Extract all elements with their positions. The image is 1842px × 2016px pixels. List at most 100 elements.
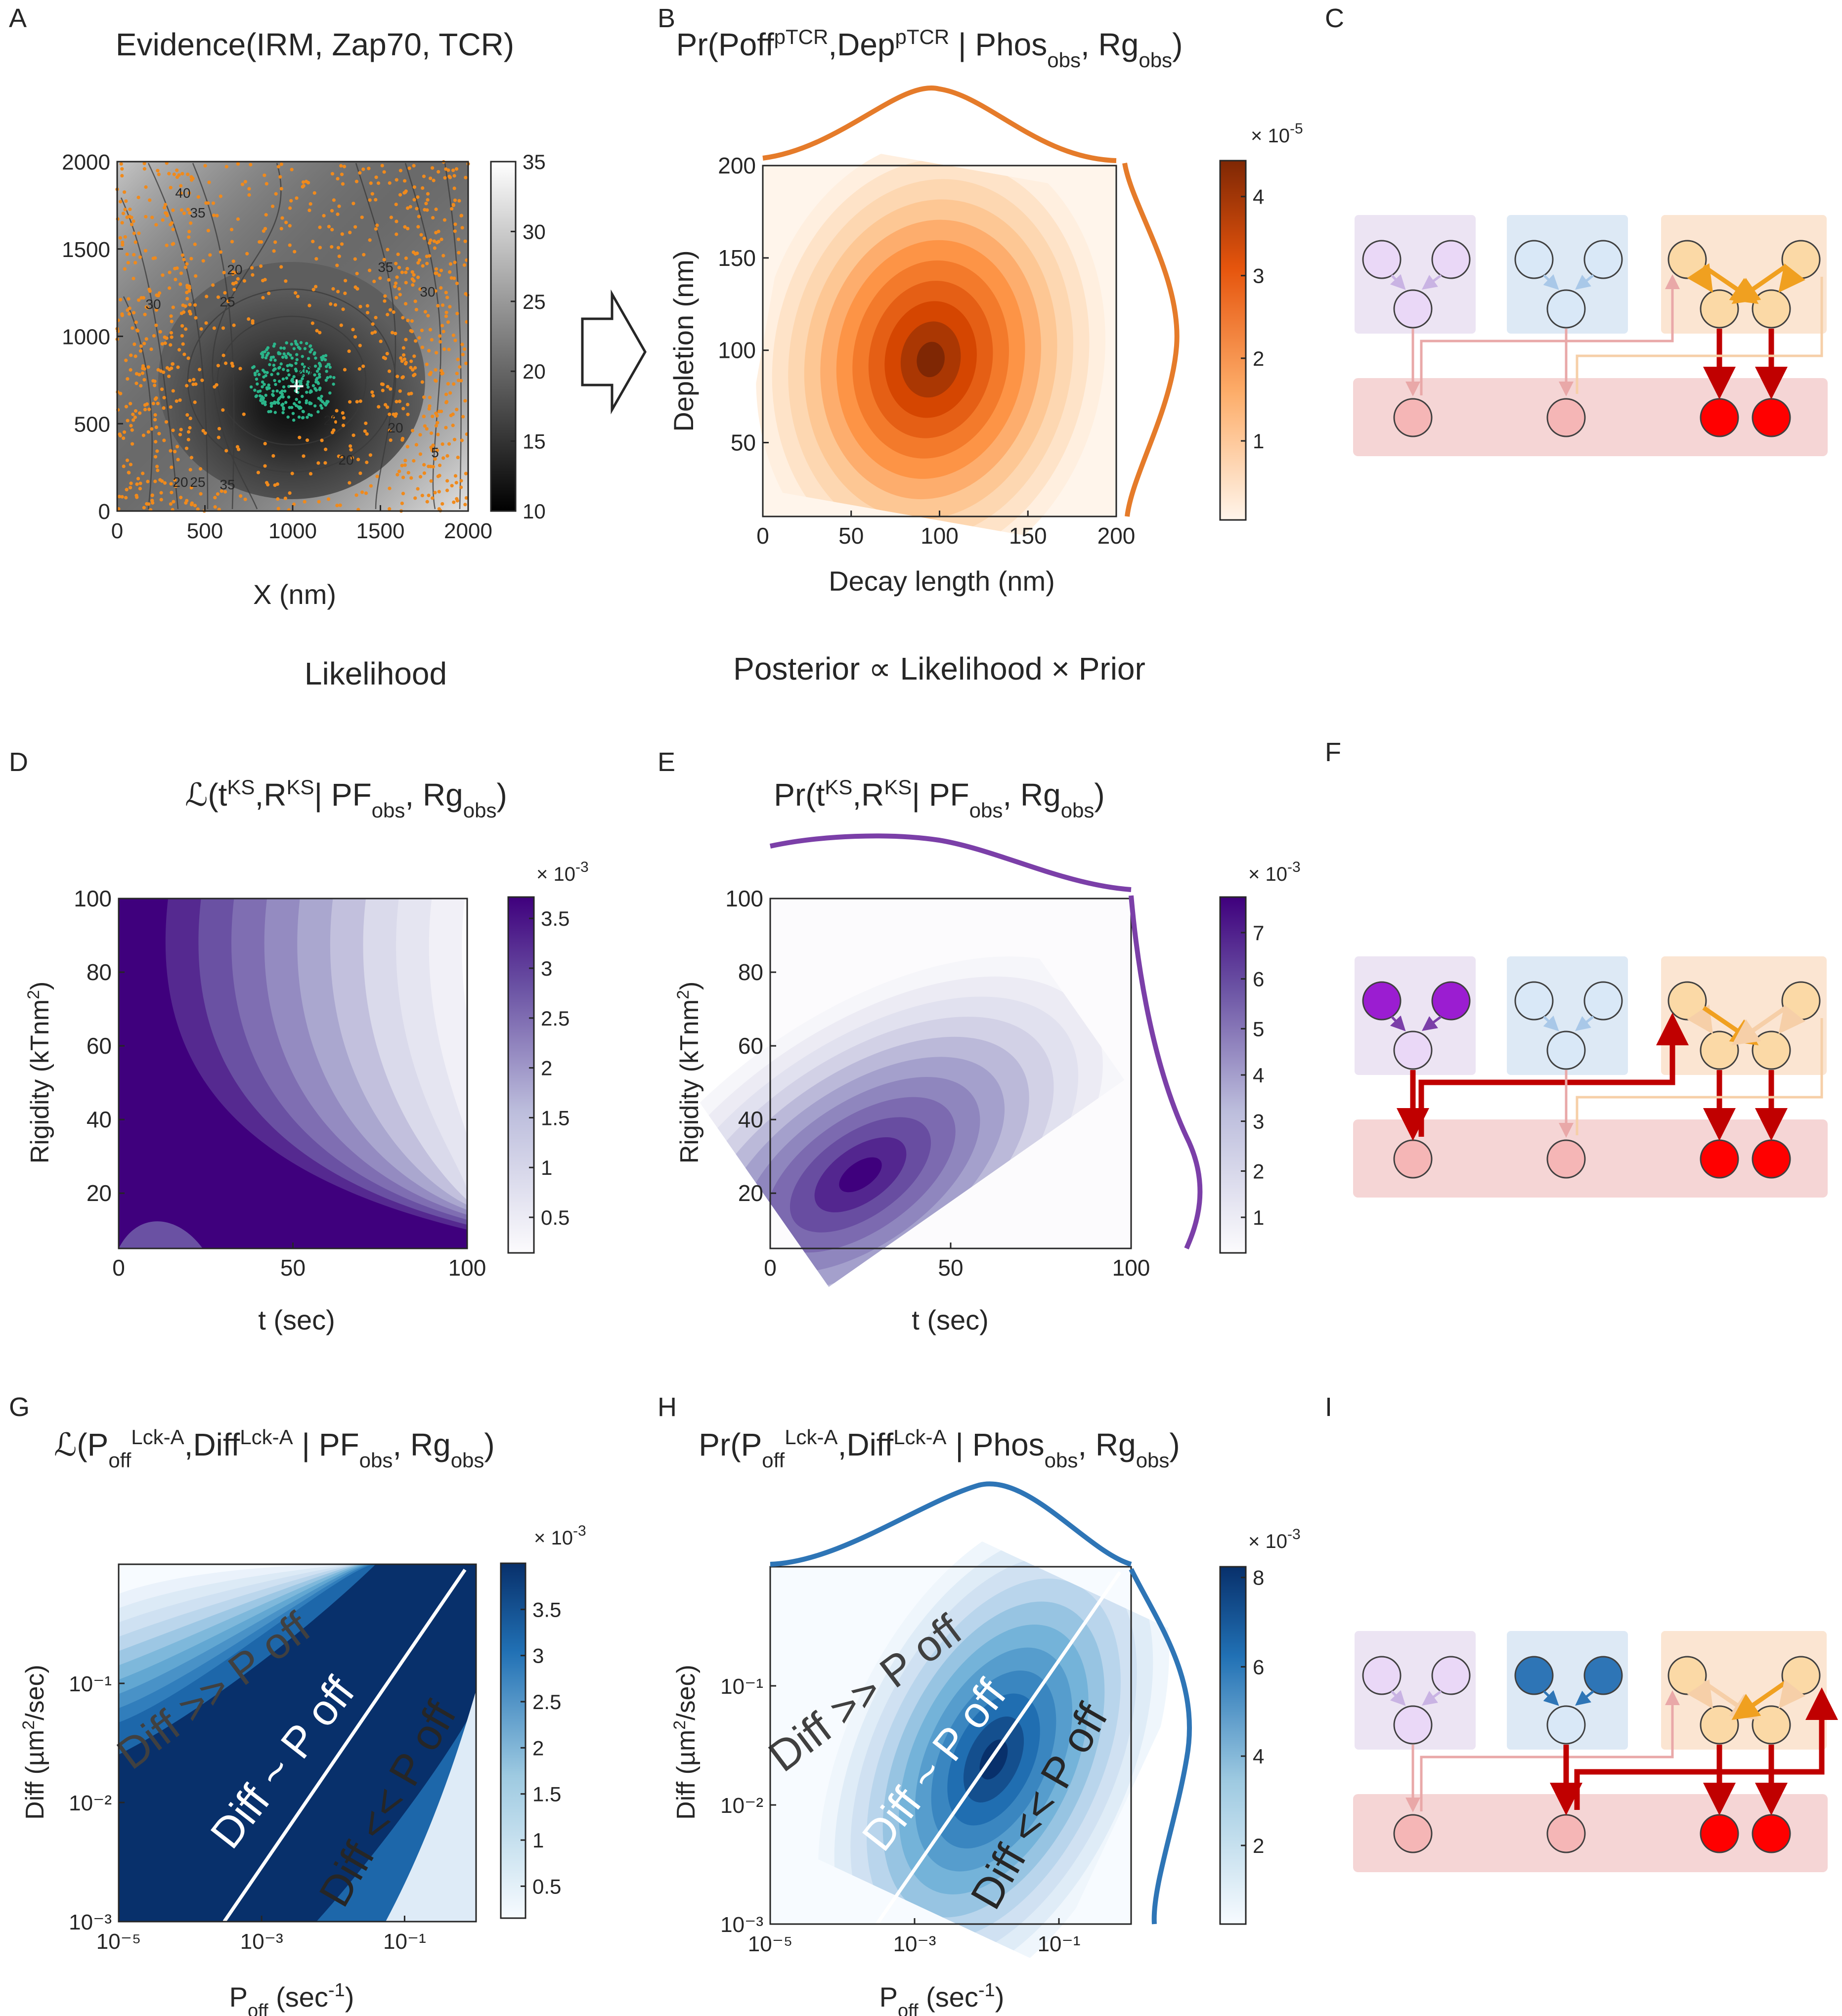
colorbar-tick-label: 2 bbox=[1253, 1159, 1264, 1183]
tcr-point bbox=[463, 503, 467, 507]
colorbar-tick-label: 2 bbox=[1253, 1834, 1264, 1857]
tcr-point bbox=[406, 318, 410, 322]
tcr-point bbox=[137, 231, 141, 235]
tcr-point bbox=[143, 408, 147, 412]
zap70-point bbox=[296, 390, 300, 394]
edge bbox=[1421, 274, 1442, 290]
diagonal-line bbox=[222, 1569, 467, 1922]
tcr-point bbox=[194, 316, 198, 320]
tcr-point bbox=[128, 207, 132, 212]
tcr-point bbox=[247, 187, 251, 191]
tcr-point bbox=[170, 221, 174, 225]
zap70-point bbox=[273, 358, 277, 362]
tcr-point bbox=[298, 435, 302, 439]
contour-band bbox=[917, 342, 945, 378]
tcr-point bbox=[125, 488, 129, 492]
panel-b-x-marginal bbox=[762, 86, 1117, 163]
tcr-point bbox=[327, 224, 331, 229]
zap70-point bbox=[321, 400, 324, 404]
tcr-point bbox=[311, 240, 315, 244]
tcr-point bbox=[437, 409, 441, 414]
tcr-point bbox=[188, 468, 192, 472]
tcr-point bbox=[279, 187, 283, 191]
zap70-point bbox=[324, 365, 328, 368]
tcr-point bbox=[427, 407, 431, 411]
tcr-point bbox=[430, 166, 435, 170]
zap70-point bbox=[273, 401, 277, 405]
tcr-point bbox=[151, 257, 155, 260]
colorbar-tick-label: 35 bbox=[523, 150, 546, 173]
tcr-point bbox=[215, 214, 219, 217]
tcr-point bbox=[343, 291, 347, 296]
tcr-point bbox=[144, 214, 148, 219]
zap70-point bbox=[277, 352, 280, 355]
contour-label: 20 bbox=[173, 474, 188, 490]
tcr-point bbox=[400, 464, 404, 468]
tcr-point bbox=[455, 281, 459, 285]
tcr-point bbox=[418, 433, 422, 437]
tcr-point bbox=[154, 223, 158, 227]
tcr-point bbox=[302, 184, 306, 188]
tcr-point bbox=[294, 291, 298, 295]
tcr-point bbox=[224, 449, 228, 453]
tcr-point bbox=[120, 173, 124, 178]
tcr-point bbox=[180, 334, 184, 338]
tcr-point bbox=[429, 238, 433, 242]
tcr-point bbox=[429, 431, 434, 435]
tcr-point bbox=[136, 195, 140, 200]
tcr-point bbox=[264, 481, 269, 485]
colorbar-tick-label: 3.5 bbox=[541, 907, 570, 930]
tcr-point bbox=[339, 323, 343, 327]
observation-node bbox=[1546, 398, 1586, 437]
tcr-point bbox=[129, 486, 132, 490]
tcr-point bbox=[217, 435, 220, 439]
panel-b-colorbar-multiplier: × 10-5 bbox=[1251, 121, 1303, 147]
tcr-point bbox=[249, 163, 253, 167]
tcr-point bbox=[119, 391, 123, 395]
tcr-point bbox=[413, 366, 417, 370]
tcr-point bbox=[154, 308, 159, 312]
colorbar-tick-label: 0.5 bbox=[541, 1206, 570, 1229]
tcr-point bbox=[383, 403, 388, 407]
zap70-point bbox=[263, 350, 266, 353]
tcr-point bbox=[154, 425, 158, 429]
tcr-point bbox=[198, 368, 202, 372]
zap70-point bbox=[273, 379, 276, 383]
tcr-point bbox=[179, 191, 183, 195]
tcr-point bbox=[176, 458, 180, 462]
tcr-point bbox=[273, 240, 277, 244]
panel-e-colorbar-ticks: 1 2 3 4 5 6 7 bbox=[1241, 921, 1264, 1229]
tcr-point bbox=[276, 497, 280, 501]
panel-letter-g: G bbox=[9, 1392, 30, 1422]
tcr-point bbox=[142, 506, 146, 510]
edge bbox=[1421, 1015, 1442, 1031]
tcr-point bbox=[356, 458, 360, 462]
zap70-point bbox=[274, 383, 277, 386]
tcr-point bbox=[441, 254, 445, 257]
tcr-point bbox=[414, 443, 418, 447]
tcr-point bbox=[188, 211, 192, 215]
zap70-point bbox=[313, 364, 317, 368]
tcr-point bbox=[275, 482, 279, 486]
tcr-point bbox=[263, 173, 266, 177]
tcr-point bbox=[456, 237, 460, 241]
tcr-point bbox=[401, 353, 406, 357]
tcr-point bbox=[231, 364, 235, 368]
tcr-point bbox=[186, 208, 190, 212]
tcr-point bbox=[288, 491, 292, 495]
zap70-point bbox=[277, 396, 281, 400]
tcr-point bbox=[139, 344, 143, 348]
tcr-point bbox=[193, 400, 197, 404]
tcr-point bbox=[173, 478, 177, 482]
zap70-point bbox=[316, 410, 320, 414]
panel-letter-a: A bbox=[9, 3, 27, 33]
tcr-point bbox=[403, 459, 407, 463]
panel-i-graphical-model bbox=[1353, 1631, 1838, 1872]
tcr-point bbox=[170, 465, 174, 470]
zap70-point bbox=[303, 347, 307, 350]
zap70-point bbox=[325, 401, 329, 405]
tcr-point bbox=[429, 176, 433, 180]
panel-letter-c: C bbox=[1325, 3, 1344, 33]
zap70-point bbox=[301, 377, 304, 381]
tcr-point bbox=[388, 507, 392, 511]
